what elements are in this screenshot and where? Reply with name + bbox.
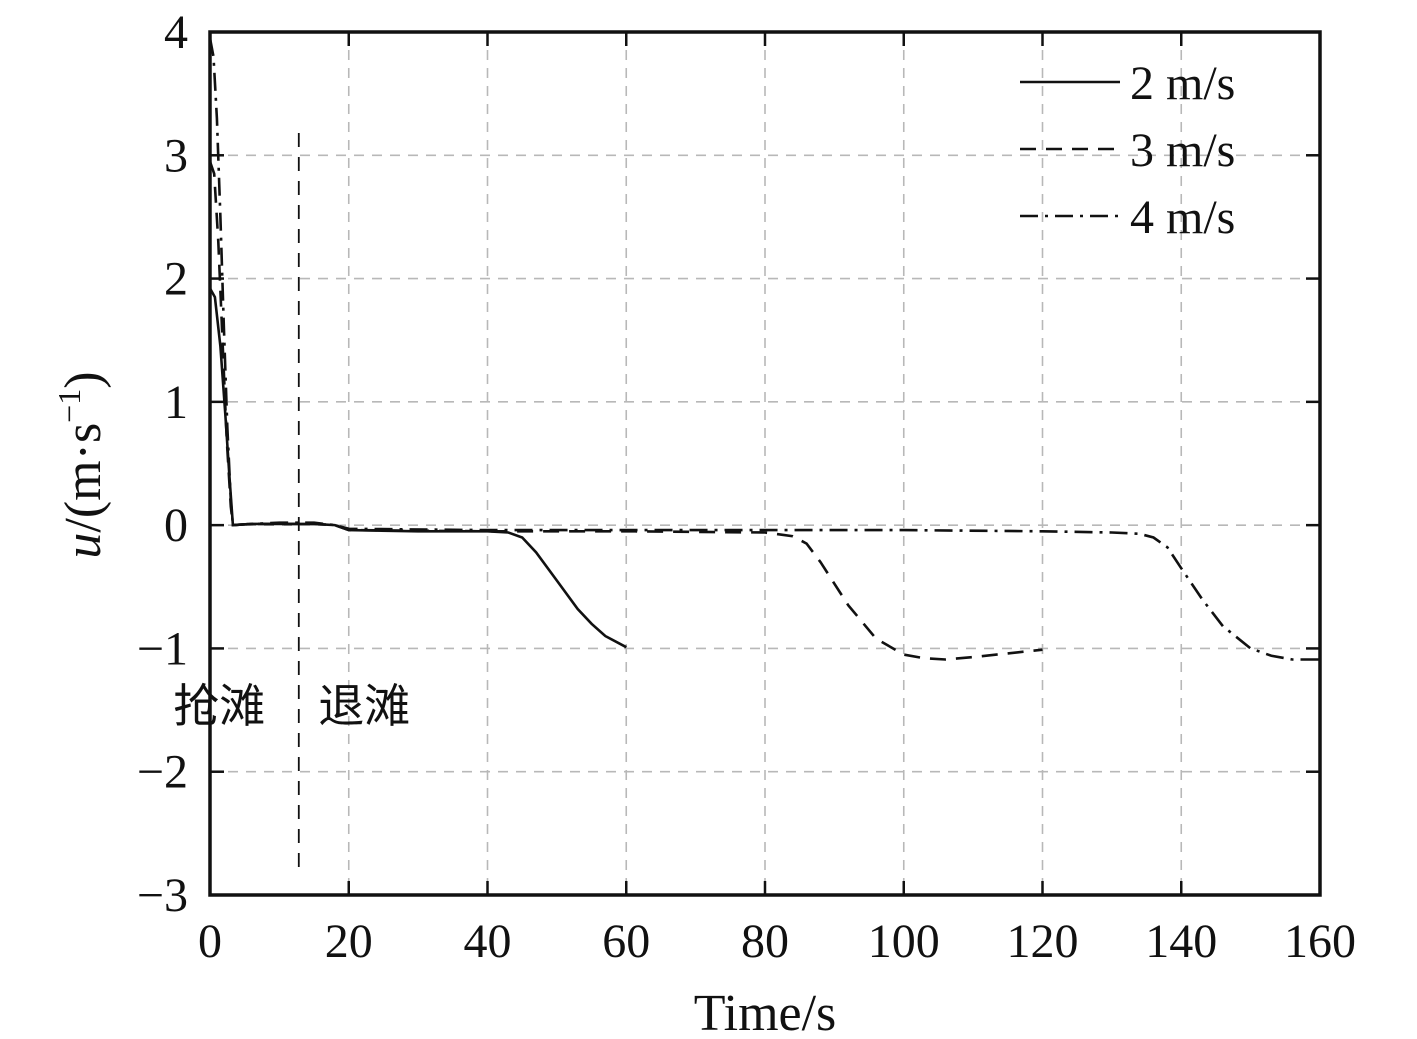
x-tick-label-20: 20 <box>325 915 373 968</box>
annotations: 抢滩 退滩 <box>173 681 410 732</box>
legend-label-1: 2 m/s <box>1130 57 1235 110</box>
x-tick-label-80: 80 <box>741 915 789 968</box>
x-tick-label-100: 100 <box>868 915 940 968</box>
y-axis-unit-close: ) <box>55 371 112 388</box>
x-tick-label-140: 140 <box>1145 915 1217 968</box>
legend: 2 m/s 3 m/s 4 m/s <box>1020 57 1235 244</box>
y-tick-label-4: 4 <box>164 6 188 59</box>
x-tick-label-120: 120 <box>1007 915 1079 968</box>
y-axis-unit-exponent: −1 <box>51 389 87 423</box>
series-line-1 <box>208 287 627 649</box>
x-axis-label: Time/s <box>694 985 837 1039</box>
x-tick-label-0: 0 <box>198 915 222 968</box>
y-tick-label-3: 3 <box>164 129 188 182</box>
axis-ticks: 0 20 40 60 80 100 120 140 160 −3 −2 −1 0 1 2 3 4 <box>137 6 1356 968</box>
series-layer <box>208 37 1320 661</box>
legend-label-3: 4 m/s <box>1130 191 1235 244</box>
x-tick-label-60: 60 <box>602 915 650 968</box>
y-tick-label-2: 2 <box>164 253 188 306</box>
x-tick-label-160: 160 <box>1284 915 1356 968</box>
annotation-2: 退滩 <box>318 681 410 732</box>
y-tick-label--1: −1 <box>137 622 188 675</box>
y-axis-label: u/(m·s−1) <box>51 371 112 558</box>
legend-label-2: 3 m/s <box>1130 124 1235 177</box>
y-tick-label--2: −2 <box>137 746 188 799</box>
y-axis-symbol: u <box>55 533 112 559</box>
annotation-1: 抢滩 <box>173 681 265 732</box>
grid <box>210 32 1320 895</box>
y-tick-label--3: −3 <box>137 869 188 922</box>
y-tick-label-0: 0 <box>164 499 188 552</box>
y-axis-unit: /(m·s <box>55 423 112 533</box>
x-tick-label-40: 40 <box>464 915 512 968</box>
y-tick-label-1: 1 <box>164 376 188 429</box>
series-line-3 <box>208 37 1320 661</box>
